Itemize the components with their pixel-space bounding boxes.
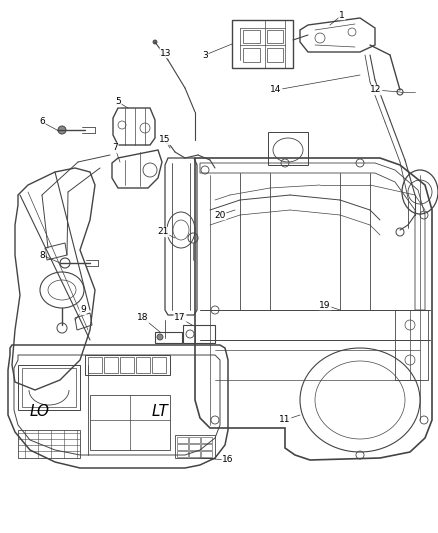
Text: 13: 13 xyxy=(160,49,172,58)
Text: 9: 9 xyxy=(80,305,86,314)
Text: 7: 7 xyxy=(112,143,118,152)
Text: 16: 16 xyxy=(222,456,234,464)
Text: 5: 5 xyxy=(115,98,121,107)
Text: LT: LT xyxy=(152,405,169,419)
Text: 18: 18 xyxy=(137,313,149,322)
Text: LO: LO xyxy=(30,405,50,419)
Text: 15: 15 xyxy=(159,135,171,144)
Text: 20: 20 xyxy=(214,211,226,220)
Text: 3: 3 xyxy=(202,51,208,60)
Text: 12: 12 xyxy=(370,85,381,94)
Circle shape xyxy=(58,126,66,134)
Circle shape xyxy=(157,334,163,340)
Text: 21: 21 xyxy=(157,228,169,237)
Text: 17: 17 xyxy=(174,313,186,322)
Text: 1: 1 xyxy=(339,11,345,20)
Text: 11: 11 xyxy=(279,416,291,424)
Text: 14: 14 xyxy=(270,85,282,94)
Text: 6: 6 xyxy=(39,117,45,126)
Text: 8: 8 xyxy=(39,251,45,260)
Text: 19: 19 xyxy=(319,301,331,310)
Circle shape xyxy=(153,40,157,44)
